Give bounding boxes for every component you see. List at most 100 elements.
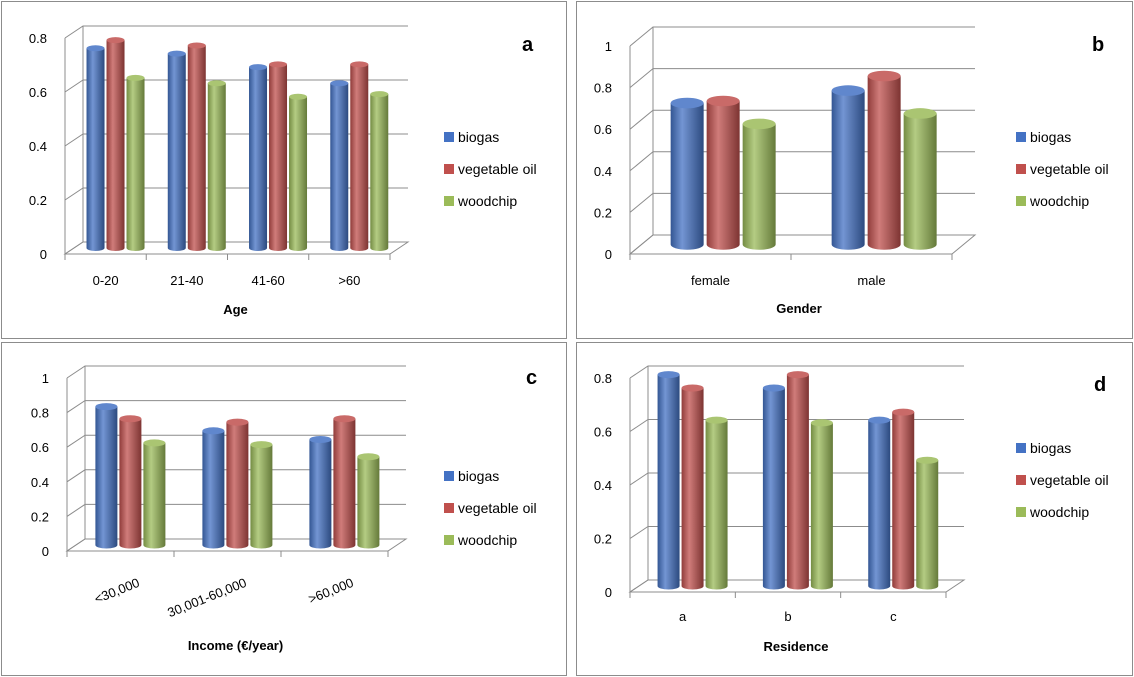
bar-top (681, 384, 704, 392)
chart-floor (63, 241, 410, 255)
y-tick-label: 0.4 (31, 475, 49, 490)
x-axis-title: Residence (763, 639, 828, 654)
bar-top (867, 70, 901, 82)
bar-biogas-1 (167, 53, 186, 251)
bar-top (670, 97, 704, 109)
y-tick-label: 0.8 (29, 31, 47, 46)
legend-label: woodchip (457, 532, 517, 548)
panel-letter: c (526, 367, 537, 389)
bar-biogas-2 (249, 67, 268, 251)
bar-top (370, 91, 389, 98)
bar-top (106, 37, 125, 44)
legend-label: woodchip (1029, 504, 1089, 520)
gridline (64, 25, 408, 39)
chart-panel-b: 0 0.2 0.4 0.6 0.8 1 female male Gender b biogas veg… (576, 1, 1133, 339)
x-tick-label: a (679, 609, 687, 624)
x-tick-label: b (784, 609, 791, 624)
y-tick-label: 0.2 (29, 193, 47, 208)
bar-vegetable-oil-2 (269, 64, 288, 252)
bar-top (706, 95, 740, 107)
legend-label: vegetable oil (1030, 161, 1109, 177)
x-tick-label: male (857, 273, 885, 288)
legend-label: woodchip (457, 193, 517, 209)
bar-biogas-0 (86, 48, 105, 252)
bar-biogas-2 (309, 439, 332, 549)
legend-swatch (1016, 196, 1026, 206)
bar-woodchip-0 (126, 77, 145, 251)
bar-woodchip-3 (370, 94, 389, 251)
bar-top (903, 108, 937, 119)
bar-woodchip-0 (742, 123, 776, 250)
x-tick-label: 0-20 (93, 273, 119, 288)
y-tick-label: 0 (40, 247, 47, 262)
bar-top (250, 441, 273, 449)
gridline (629, 68, 975, 88)
y-tick-label: 0 (605, 585, 612, 600)
bar-vegetable-oil-1 (786, 374, 809, 590)
x-tick-label: >60 (338, 273, 360, 288)
bar-biogas-3 (330, 83, 349, 251)
gridline (66, 400, 406, 414)
y-tick-label: 0 (605, 247, 612, 262)
legend-label: biogas (1030, 129, 1071, 145)
chart-panel-c: 0 0.2 0.4 0.6 0.8 1 <30,000 30,001-60,000 >60,00… (1, 342, 567, 676)
bar-top (202, 427, 225, 435)
bar-woodchip-0 (705, 420, 728, 590)
y-tick-label: 0.4 (594, 478, 612, 493)
bar-biogas-0 (657, 374, 680, 590)
bar-top (916, 456, 939, 464)
bar-top (705, 416, 728, 424)
x-tick-label: 21-40 (170, 273, 203, 288)
chart-panel-a: 0 0.2 0.4 0.6 0.8 0-20 21-40 41-60 >60 Age a biogas… (1, 1, 567, 339)
bar-top (309, 435, 332, 443)
legend-label: vegetable oil (458, 161, 537, 177)
bar-top (810, 419, 833, 427)
bar-top (786, 371, 809, 379)
bar-top (289, 93, 308, 100)
bar-woodchip-2 (289, 96, 308, 251)
x-axis-title: Age (223, 302, 248, 317)
y-tick-label: 0.2 (594, 205, 612, 220)
legend-label: biogas (458, 129, 499, 145)
bar-woodchip-2 (916, 460, 939, 590)
chart-floor (628, 234, 977, 255)
y-tick-label: 0.8 (594, 371, 612, 386)
y-tick-label: 0.2 (31, 509, 49, 524)
bar-vegetable-oil-1 (867, 76, 901, 250)
y-tick-label: 1 (42, 371, 49, 386)
bar-biogas-2 (868, 420, 891, 590)
bar-woodchip-2 (357, 456, 380, 549)
bar-top (742, 118, 776, 130)
bar-vegetable-oil-0 (106, 40, 125, 251)
legend-swatch (1016, 164, 1026, 174)
legend-label: biogas (458, 468, 499, 484)
legend-swatch (444, 132, 454, 142)
x-tick-label: >60,000 (306, 575, 356, 607)
bar-vegetable-oil-0 (119, 418, 142, 549)
bar-biogas-1 (202, 430, 225, 549)
x-axis-title: Income (€/year) (188, 638, 283, 653)
bar-vegetable-oil-0 (681, 388, 704, 590)
bar-top (126, 74, 145, 81)
y-tick-label: 0.6 (31, 440, 49, 455)
chart-a-svg: 0 0.2 0.4 0.6 0.8 0-20 21-40 41-60 >60 Age a biogas… (29, 25, 537, 317)
bar-vegetable-oil-2 (333, 418, 356, 549)
legend-swatch (444, 503, 454, 513)
bar-top (86, 45, 105, 52)
x-tick-label: c (890, 609, 897, 624)
bar-woodchip-1 (903, 113, 937, 250)
panel-letter: d (1094, 374, 1106, 396)
bar-top (167, 50, 186, 57)
bar-top (333, 415, 356, 423)
chart-b-svg: 0 0.2 0.4 0.6 0.8 1 female male Gender b biogas veg… (594, 26, 1109, 316)
bar-biogas-0 (670, 103, 704, 250)
x-tick-label: 41-60 (252, 273, 285, 288)
bar-vegetable-oil-0 (706, 100, 740, 250)
bar-top (892, 408, 915, 416)
y-tick-label: 0 (42, 544, 49, 559)
bar-top (95, 403, 118, 411)
chart-c-svg: 0 0.2 0.4 0.6 0.8 1 <30,000 30,001-60,000 >60,00… (31, 365, 537, 653)
bar-top (831, 85, 865, 96)
bar-top (207, 80, 226, 87)
